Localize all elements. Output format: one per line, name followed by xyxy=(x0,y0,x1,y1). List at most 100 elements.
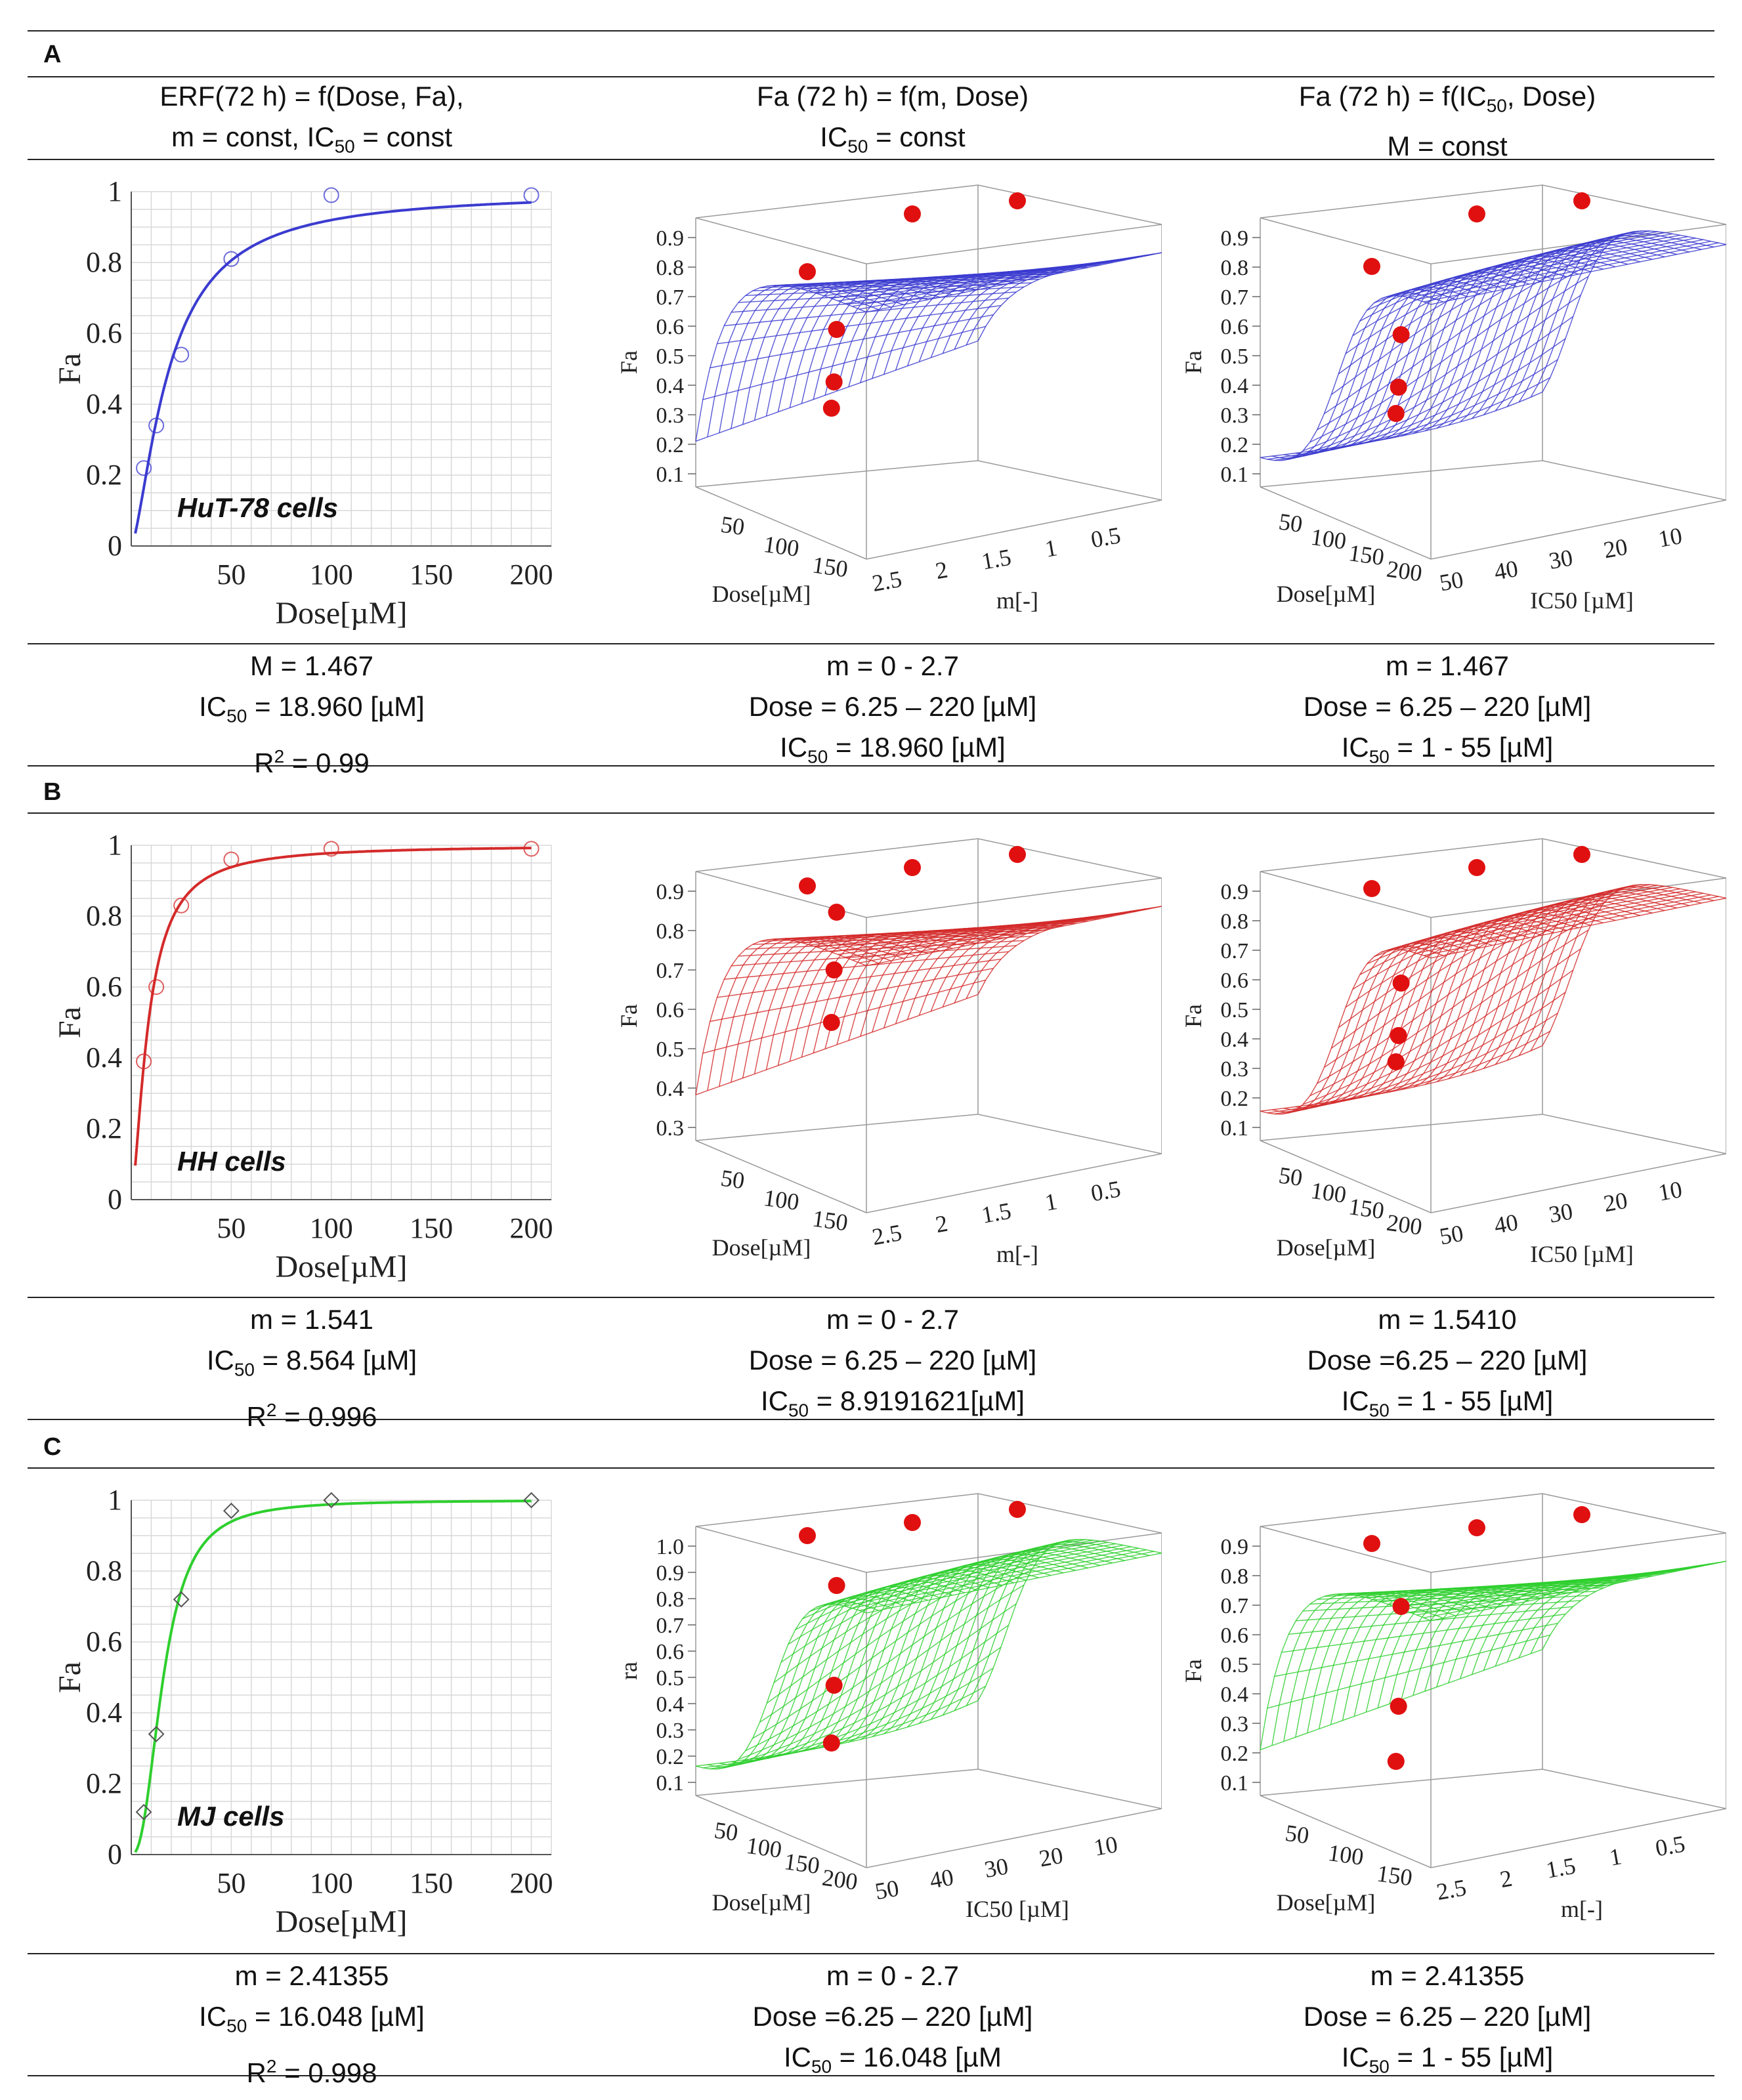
box-edge xyxy=(977,1114,1162,1154)
y-tick-label: 0.6 xyxy=(86,317,122,349)
param-line-3: R2 = 0.996 xyxy=(30,1390,594,1437)
surface-grid-line xyxy=(1416,894,1711,954)
data-point xyxy=(1009,1501,1026,1518)
x-tick-label: 50 xyxy=(1284,1820,1311,1849)
x-axis-label: Dose[µM] xyxy=(1277,1889,1376,1916)
data-point xyxy=(1392,1598,1410,1615)
data-point xyxy=(828,321,845,338)
params-b-3: m = 1.5410 Dose =6.25 – 220 [µM] IC50 = 1 … xyxy=(1165,1299,1730,1431)
x-tick-label: 100 xyxy=(745,1832,784,1863)
data-point xyxy=(148,979,165,995)
x-tick-label: 150 xyxy=(811,551,849,582)
y-tick-label: 0.3 xyxy=(656,1719,685,1743)
x-tick-label: 150 xyxy=(1347,1193,1386,1224)
y-axis-label: ra xyxy=(616,1662,642,1680)
surface-grid-line xyxy=(1424,1562,1719,1618)
surface-grid-line xyxy=(977,1539,1162,1701)
y-axis-label: Fa xyxy=(616,350,642,374)
box-edge xyxy=(1430,1532,1726,1573)
x-tick-label: 50 xyxy=(217,558,245,591)
z-tick-label: 40 xyxy=(1492,1209,1519,1239)
h2-l2-sub: 50 xyxy=(847,136,868,157)
data-point xyxy=(523,1492,540,1509)
param-text: Dose =6.25 – 220 [µM] xyxy=(752,2001,1033,2032)
surface-grid-line xyxy=(1283,1592,1456,1742)
data-point xyxy=(523,187,540,203)
rule-b-params xyxy=(28,1297,1714,1298)
box-edge xyxy=(695,1526,867,1573)
data-point xyxy=(136,1053,152,1070)
data-point xyxy=(1468,859,1485,876)
box-edge xyxy=(1542,1493,1726,1534)
rule-header-bottom xyxy=(28,159,1714,160)
h1-l2-post: = const xyxy=(354,121,452,152)
x-tick-label: 50 xyxy=(719,1165,746,1194)
param-text: Dose =6.25 – 220 [µM] xyxy=(1307,1345,1588,1376)
section-label-b: B xyxy=(43,778,62,806)
box-edge xyxy=(1260,184,1543,219)
param-text: = 8.564 [µM] xyxy=(254,1345,417,1376)
data-point xyxy=(904,859,921,876)
box-edge xyxy=(866,877,1162,918)
x-tick-label: 150 xyxy=(1375,1860,1414,1891)
data-point xyxy=(1392,975,1410,992)
y-tick-label: 0.4 xyxy=(1221,1683,1249,1707)
param-text: IC xyxy=(780,732,808,763)
cell-line-label: HuT-78 cells xyxy=(177,492,338,523)
box-edge xyxy=(1260,1769,1543,1796)
surface-grid-line xyxy=(866,1552,1162,1614)
y-tick-label: 0.5 xyxy=(1221,1653,1249,1677)
x-tick-label: 150 xyxy=(410,1867,453,1899)
param-subscript: 50 xyxy=(234,1359,255,1380)
z-tick-label: 1.5 xyxy=(979,1198,1013,1228)
box-edge xyxy=(1260,460,1543,488)
data-point xyxy=(799,1527,816,1544)
param-text: IC xyxy=(206,1345,234,1376)
y-tick-label: 0.7 xyxy=(1221,939,1249,963)
param-subscript: 50 xyxy=(226,705,247,726)
x-tick-label: 100 xyxy=(1309,524,1348,555)
h2-l2-pre: IC xyxy=(820,121,848,152)
param-line-3: R2 = 0.99 xyxy=(30,736,594,784)
y-tick-label: 0.5 xyxy=(1221,345,1249,369)
surface-grid-line xyxy=(1267,1030,1551,1114)
x-axis-label: Dose[µM] xyxy=(712,1889,811,1916)
y-axis-label: Fa xyxy=(1180,1004,1206,1028)
data-point xyxy=(1392,326,1410,343)
z-axis-label: IC50 [µM] xyxy=(1530,587,1634,614)
data-point xyxy=(173,346,190,363)
y-tick-label: 0.4 xyxy=(656,1692,685,1717)
y-tick-label: 0.9 xyxy=(656,226,685,251)
y-tick-label: 0.9 xyxy=(1221,880,1249,904)
z-tick-label: 1 xyxy=(1043,1188,1059,1216)
h1-l2-sub: 50 xyxy=(334,136,355,157)
data-point xyxy=(323,1492,340,1509)
box-edge xyxy=(695,1493,979,1527)
surface-grid-line xyxy=(830,1544,1124,1605)
x-tick-label: 200 xyxy=(1385,1209,1424,1240)
surface-grid-line xyxy=(1283,289,1456,457)
x-tick-label: 150 xyxy=(410,1212,453,1244)
box-edge xyxy=(1430,499,1726,560)
surface-grid-line xyxy=(719,937,891,1087)
x-axis-label: Dose[µM] xyxy=(712,1234,811,1261)
column-header-3: Fa (72 h) = f(IC50, Dose) M = const xyxy=(1165,76,1730,167)
surface-grid-line xyxy=(1483,242,1665,415)
rule-a-end xyxy=(28,765,1714,766)
y-tick-label: 0.2 xyxy=(86,1112,122,1144)
x-axis-label: Dose[µM] xyxy=(1277,1234,1376,1261)
y-tick-label: 0.1 xyxy=(656,1771,685,1796)
y-axis-label: Fa xyxy=(616,1004,642,1028)
box-edge xyxy=(866,224,1162,264)
param-line-2: Dose = 6.25 – 220 [µM] xyxy=(1165,1996,1730,2037)
box-edge xyxy=(1260,1493,1543,1527)
z-tick-label: 50 xyxy=(873,1875,901,1905)
param-line-1: m = 0 - 2.7 xyxy=(610,1299,1175,1340)
surface-grid-line xyxy=(859,253,1155,310)
x-tick-label: 100 xyxy=(1327,1839,1365,1870)
surface-grid-line xyxy=(1359,230,1650,322)
surface-grid-line xyxy=(1542,884,1726,1046)
surface-grid-line xyxy=(1542,1561,1726,1650)
param-line-1: m = 0 - 2.7 xyxy=(610,646,1175,686)
